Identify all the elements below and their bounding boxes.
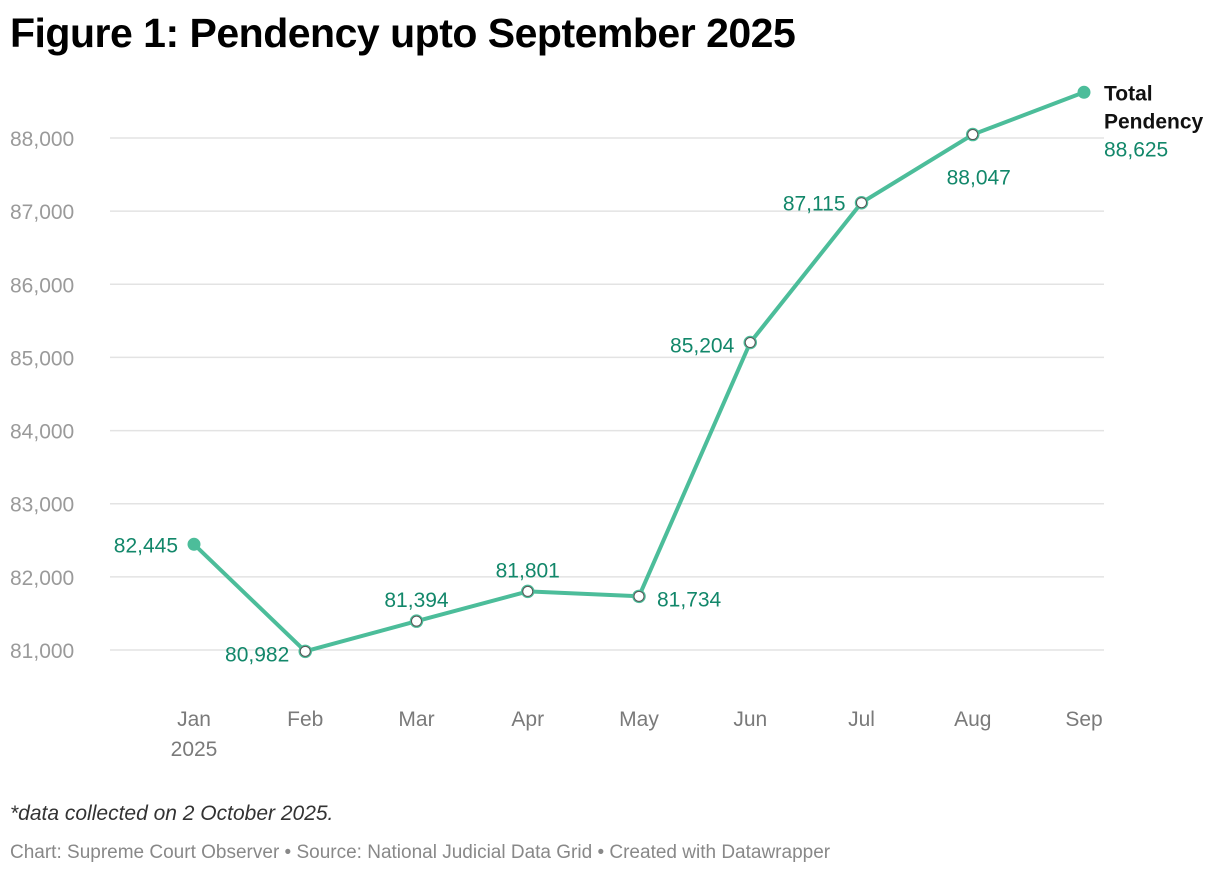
y-tick-label: 87,000 (10, 201, 74, 224)
data-label: 85,204 (670, 335, 735, 358)
y-tick-label: 88,000 (10, 128, 74, 151)
data-label: 88,047 (947, 167, 1011, 190)
data-point-ring (744, 337, 756, 349)
data-point-ring (967, 129, 979, 141)
data-point (966, 127, 980, 142)
data-point (1077, 85, 1091, 99)
y-tick-label: 82,000 (10, 567, 74, 590)
data-point-ring (633, 590, 645, 602)
data-label: 87,115 (783, 193, 846, 216)
y-tick-label: 86,000 (10, 274, 74, 297)
data-point-ring (299, 645, 311, 657)
data-label: 81,801 (496, 559, 560, 582)
x-tick-label: Mar (398, 708, 434, 731)
x-tick-label: Apr (511, 708, 544, 731)
data-point (187, 537, 201, 551)
x-tick-label: Feb (287, 708, 323, 731)
data-label: 88,625 (1104, 138, 1168, 161)
data-point (854, 195, 869, 210)
data-point-ring (411, 615, 422, 627)
data-point (298, 644, 312, 659)
data-label: 82,445 (114, 534, 178, 557)
x-tick-label: Jul (848, 708, 875, 731)
y-tick-label: 84,000 (10, 421, 74, 444)
x-tick-label: Sep (1065, 708, 1102, 731)
data-label: 81,734 (657, 588, 722, 611)
data-point-ring (522, 585, 534, 597)
x-tick-sublabel: 2025 (171, 738, 218, 761)
data-note: *data collected on 2 October 2025. (10, 802, 334, 825)
data-point-ring (856, 197, 867, 209)
line-chart: 81,000 82,000 83,000 84,000 85,000 86,000 87,0… (10, 82, 1204, 761)
x-tick-label: Aug (954, 708, 991, 731)
series-name-label: Total (1104, 82, 1153, 105)
chart-title: Figure 1: Pendency upto September 2025 (10, 10, 796, 56)
y-tick-label: 83,000 (10, 494, 74, 517)
chart-credit: Chart: Supreme Court Observer • Source: … (10, 842, 831, 863)
x-tick-label: Jan (177, 708, 211, 731)
data-point (409, 614, 424, 628)
data-point (743, 335, 757, 350)
y-tick-label: 85,000 (10, 347, 74, 370)
y-tick-label: 81,000 (10, 640, 74, 663)
x-tick-label: May (619, 708, 659, 731)
data-label: 80,982 (225, 643, 289, 666)
x-tick-label: Jun (733, 708, 767, 731)
data-point (632, 589, 646, 604)
data-label: 81,394 (384, 589, 449, 612)
data-point (521, 584, 535, 599)
series-name-label: Pendency (1104, 110, 1204, 133)
